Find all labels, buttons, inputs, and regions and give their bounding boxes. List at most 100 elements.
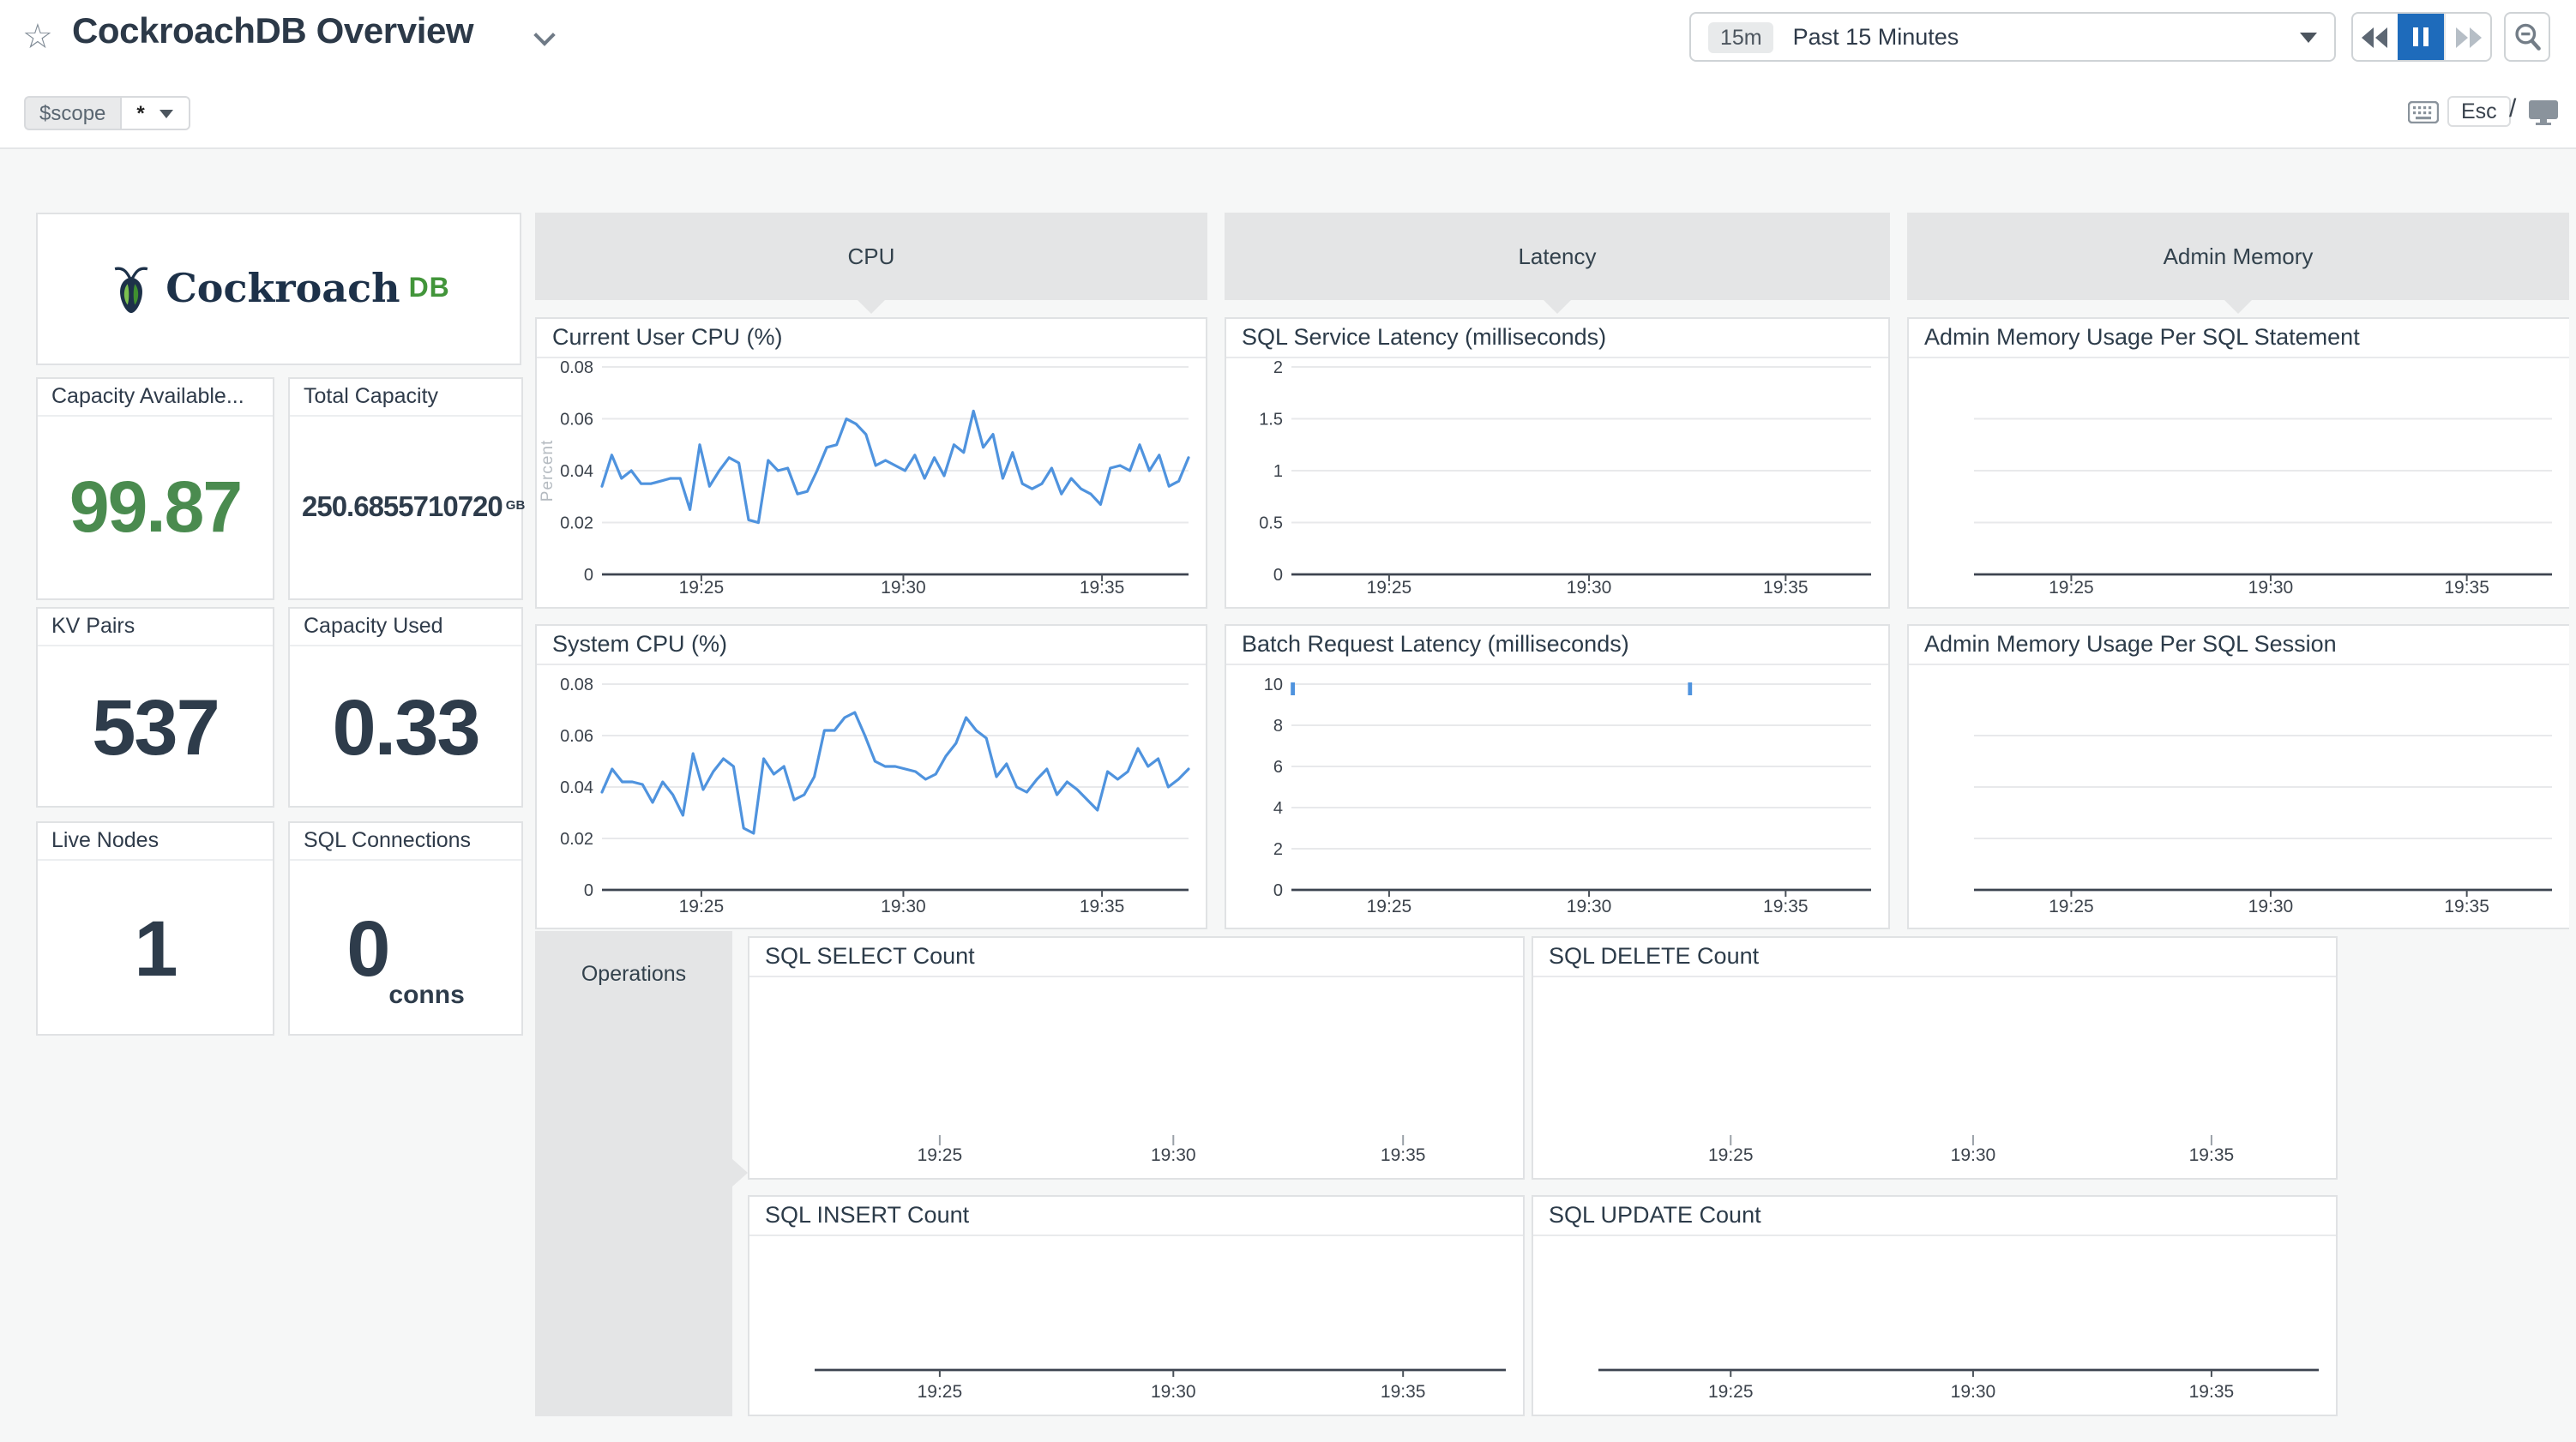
stat-label: KV Pairs [38, 609, 273, 646]
svg-text:19:30: 19:30 [2248, 578, 2294, 598]
chart-title: Admin Memory Usage Per SQL Session [1909, 626, 2569, 665]
chart-plot-area[interactable]: 19:25 19:30 19:35 [1909, 358, 2569, 607]
chart-plot-area[interactable]: 0.08 0.06 0.04 0.02 0 19:25 19:30 19:35 [537, 665, 1206, 928]
fast-forward-button[interactable] [2443, 14, 2490, 60]
svg-text:19:30: 19:30 [1951, 1145, 1996, 1165]
chart-plot-area[interactable]: 10 8 6 4 2 0 19:25 19:30 19:35 [1226, 665, 1888, 928]
chart-sql-service-latency[interactable]: SQL Service Latency (milliseconds) 2 1.5 1… [1225, 317, 1890, 609]
svg-text:0.08: 0.08 [560, 676, 593, 694]
stat-sql-connections[interactable]: SQL Connections 0 conns [288, 821, 523, 1036]
chart-plot-area[interactable]: 19:25 19:30 19:35 [749, 977, 1523, 1178]
svg-text:0.5: 0.5 [1259, 514, 1283, 533]
svg-text:1.5: 1.5 [1259, 411, 1283, 430]
scope-value-dropdown[interactable]: * [119, 96, 191, 130]
svg-text:6: 6 [1273, 758, 1283, 777]
scope-template-variable[interactable]: $scope * [24, 96, 191, 130]
chart-plot-area[interactable]: 19:25 19:30 19:35 [1533, 977, 2336, 1178]
stat-value: 250.6855710720 [302, 491, 503, 522]
svg-text:0.08: 0.08 [560, 358, 593, 377]
chart-sql-update-count[interactable]: SQL UPDATE Count 19:25 19:30 19:35 [1532, 1195, 2338, 1416]
chart-admin-memory-per-sql-statement[interactable]: Admin Memory Usage Per SQL Statement 19:… [1907, 317, 2569, 609]
svg-text:19:30: 19:30 [881, 578, 926, 598]
tv-mode-icon[interactable] [2528, 99, 2559, 134]
stat-label: Live Nodes [38, 823, 273, 861]
chart-plot-area[interactable]: 19:25 19:30 19:35 [749, 1236, 1523, 1415]
cockroachdb-logo-widget: Cockroach DB [36, 213, 521, 365]
svg-text:19:35: 19:35 [1381, 1145, 1426, 1165]
svg-text:19:30: 19:30 [1951, 1382, 1996, 1402]
svg-text:10: 10 [1264, 676, 1283, 694]
chart-title: SQL Service Latency (milliseconds) [1226, 319, 1888, 358]
chart-title: Batch Request Latency (milliseconds) [1226, 626, 1888, 665]
svg-text:2: 2 [1273, 358, 1283, 377]
stat-total-capacity[interactable]: Total Capacity 250.6855710720 GB [288, 377, 525, 600]
group-pointer-icon [858, 300, 885, 314]
keyboard-shortcuts-icon[interactable] [2407, 100, 2440, 132]
svg-text:19:35: 19:35 [1080, 897, 1125, 916]
time-range-picker[interactable]: 15m Past 15 Minutes [1689, 12, 2336, 62]
chart-sql-select-count[interactable]: SQL SELECT Count 19:25 19:30 19:35 [748, 936, 1525, 1180]
chart-admin-memory-per-sql-session[interactable]: Admin Memory Usage Per SQL Session 19:25… [1907, 624, 2569, 929]
stat-value: 537 [92, 682, 220, 771]
svg-text:0.06: 0.06 [560, 727, 593, 746]
scope-value: * [136, 101, 145, 125]
svg-text:19:25: 19:25 [918, 1145, 963, 1165]
svg-text:19:25: 19:25 [918, 1382, 963, 1402]
chart-title: System CPU (%) [537, 626, 1206, 665]
stat-unit: conns [388, 981, 465, 1010]
svg-text:Percent: Percent [539, 440, 557, 502]
group-pointer-icon [2224, 300, 2252, 314]
chart-plot-area[interactable]: 0.08 0.06 0.04 0.02 0 19:25 19:30 19:35 Percent [537, 358, 1206, 607]
stat-capacity-available[interactable]: Capacity Available... 99.87 [36, 377, 274, 600]
svg-text:19:25: 19:25 [679, 897, 725, 916]
rewind-button[interactable] [2353, 14, 2398, 60]
stat-value: 0.33 [332, 682, 480, 771]
svg-text:0: 0 [1273, 566, 1283, 585]
svg-text:19:25: 19:25 [1367, 897, 1412, 916]
svg-text:19:25: 19:25 [2049, 897, 2094, 916]
group-header-cpu[interactable]: CPU [535, 213, 1207, 300]
svg-text:19:25: 19:25 [679, 578, 725, 598]
stat-value: 1 [134, 903, 178, 992]
group-header-operations[interactable]: Operations [535, 931, 732, 1416]
stat-live-nodes[interactable]: Live Nodes 1 [36, 821, 274, 1036]
group-pointer-icon [732, 1159, 748, 1187]
svg-text:19:35: 19:35 [1763, 897, 1809, 916]
group-header-admin-memory[interactable]: Admin Memory [1907, 213, 2569, 300]
stat-capacity-used[interactable]: Capacity Used 0.33 [288, 607, 523, 808]
svg-text:0.04: 0.04 [560, 778, 593, 797]
svg-text:0: 0 [584, 881, 593, 900]
chart-plot-area[interactable]: 19:25 19:30 19:35 [1909, 665, 2569, 928]
svg-text:19:35: 19:35 [1763, 578, 1809, 598]
group-header-latency[interactable]: Latency [1225, 213, 1890, 300]
rewind-icon [2362, 27, 2388, 47]
stat-value: 0 [346, 903, 390, 992]
svg-text:19:25: 19:25 [1708, 1382, 1754, 1402]
favorite-star-icon[interactable]: ☆ [22, 19, 53, 57]
chart-system-cpu[interactable]: System CPU (%) 0.08 0.06 0.04 0.02 0 19:25 19:… [535, 624, 1207, 929]
dropdown-caret-icon [159, 109, 174, 117]
svg-text:19:25: 19:25 [1708, 1145, 1754, 1165]
chart-title: SQL INSERT Count [749, 1197, 1523, 1236]
svg-text:0.02: 0.02 [560, 514, 593, 533]
svg-text:19:35: 19:35 [1381, 1382, 1426, 1402]
pause-button[interactable] [2398, 14, 2444, 60]
chart-current-user-cpu[interactable]: Current User CPU (%) 0.08 0.06 0.04 0.02 0 19… [535, 317, 1207, 609]
svg-text:19:30: 19:30 [1151, 1145, 1196, 1165]
svg-text:0.02: 0.02 [560, 830, 593, 849]
stat-kv-pairs[interactable]: KV Pairs 537 [36, 607, 274, 808]
chart-sql-delete-count[interactable]: SQL DELETE Count 19:25 19:30 19:35 [1532, 936, 2338, 1180]
zoom-out-button[interactable] [2504, 12, 2550, 62]
chart-title: SQL UPDATE Count [1533, 1197, 2336, 1236]
chart-title: SQL SELECT Count [749, 938, 1523, 977]
chart-title: Admin Memory Usage Per SQL Statement [1909, 319, 2569, 358]
chart-batch-request-latency[interactable]: Batch Request Latency (milliseconds) 10 8… [1225, 624, 1890, 929]
chart-sql-insert-count[interactable]: SQL INSERT Count 19:25 19:30 19:35 [748, 1195, 1525, 1416]
stat-label: Capacity Available... [38, 379, 273, 417]
chart-plot-area[interactable]: 2 1.5 1 0.5 0 19:25 19:30 19:35 [1226, 358, 1888, 607]
pause-icon [2412, 27, 2418, 46]
svg-text:1: 1 [1273, 462, 1283, 481]
svg-text:19:30: 19:30 [1567, 578, 1612, 598]
timeline-controls [2351, 12, 2492, 62]
chart-plot-area[interactable]: 19:25 19:30 19:35 [1533, 1236, 2336, 1415]
